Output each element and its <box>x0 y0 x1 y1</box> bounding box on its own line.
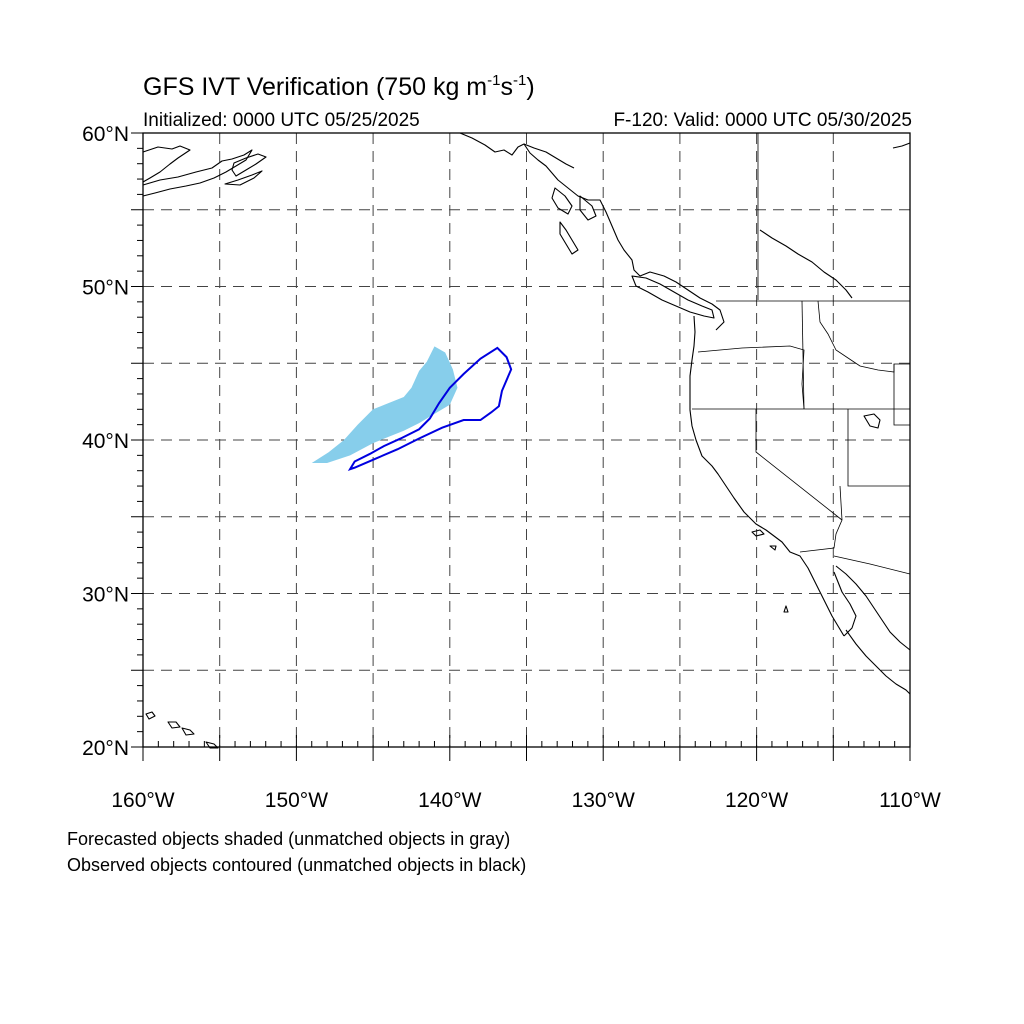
lon-label: 130°W <box>572 789 635 812</box>
lon-label: 160°W <box>111 789 174 812</box>
lat-label: 20°N <box>82 737 129 760</box>
lat-label: 30°N <box>82 584 129 607</box>
axis-labels: 60°N 50°N 40°N 30°N 20°N 160°W 150°W 140°W 130°W… <box>82 123 941 812</box>
valid-time: F-120: Valid: 0000 UTC 05/30/2025 <box>613 110 912 131</box>
lon-label: 110°W <box>879 789 941 812</box>
title-unit-close: ) <box>526 73 535 101</box>
graticule <box>143 133 910 747</box>
lon-label: 120°W <box>725 789 788 812</box>
initialized-time: Initialized: 0000 UTC 05/25/2025 <box>143 110 420 131</box>
title-unit-mid: s <box>500 73 513 101</box>
observed-note: Observed objects contoured (unmatched ob… <box>67 855 527 875</box>
lon-label: 150°W <box>265 789 328 812</box>
lat-label: 40°N <box>82 430 129 453</box>
political-boundaries <box>692 133 911 575</box>
title-unit-exp2: -1 <box>512 72 527 89</box>
title-unit-open: (750 kg m <box>375 73 488 101</box>
lat-label: 60°N <box>82 123 129 146</box>
forecast-note: Forecasted objects shaded (unmatched obj… <box>67 829 511 849</box>
axis-ticks <box>131 132 911 761</box>
title-main: GFS IVT Verification <box>143 73 370 101</box>
observed-object-contour <box>347 346 513 471</box>
title-unit-exp1: -1 <box>487 72 501 89</box>
legend-notes: Forecasted objects shaded (unmatched obj… <box>67 826 526 878</box>
lat-label: 50°N <box>82 277 129 300</box>
lon-label: 140°W <box>418 789 481 812</box>
coastline <box>142 132 911 749</box>
chart-title: GFS IVT Verification (750 kg m-1s-1) <box>143 72 535 102</box>
forecast-object-shaded <box>311 346 458 464</box>
